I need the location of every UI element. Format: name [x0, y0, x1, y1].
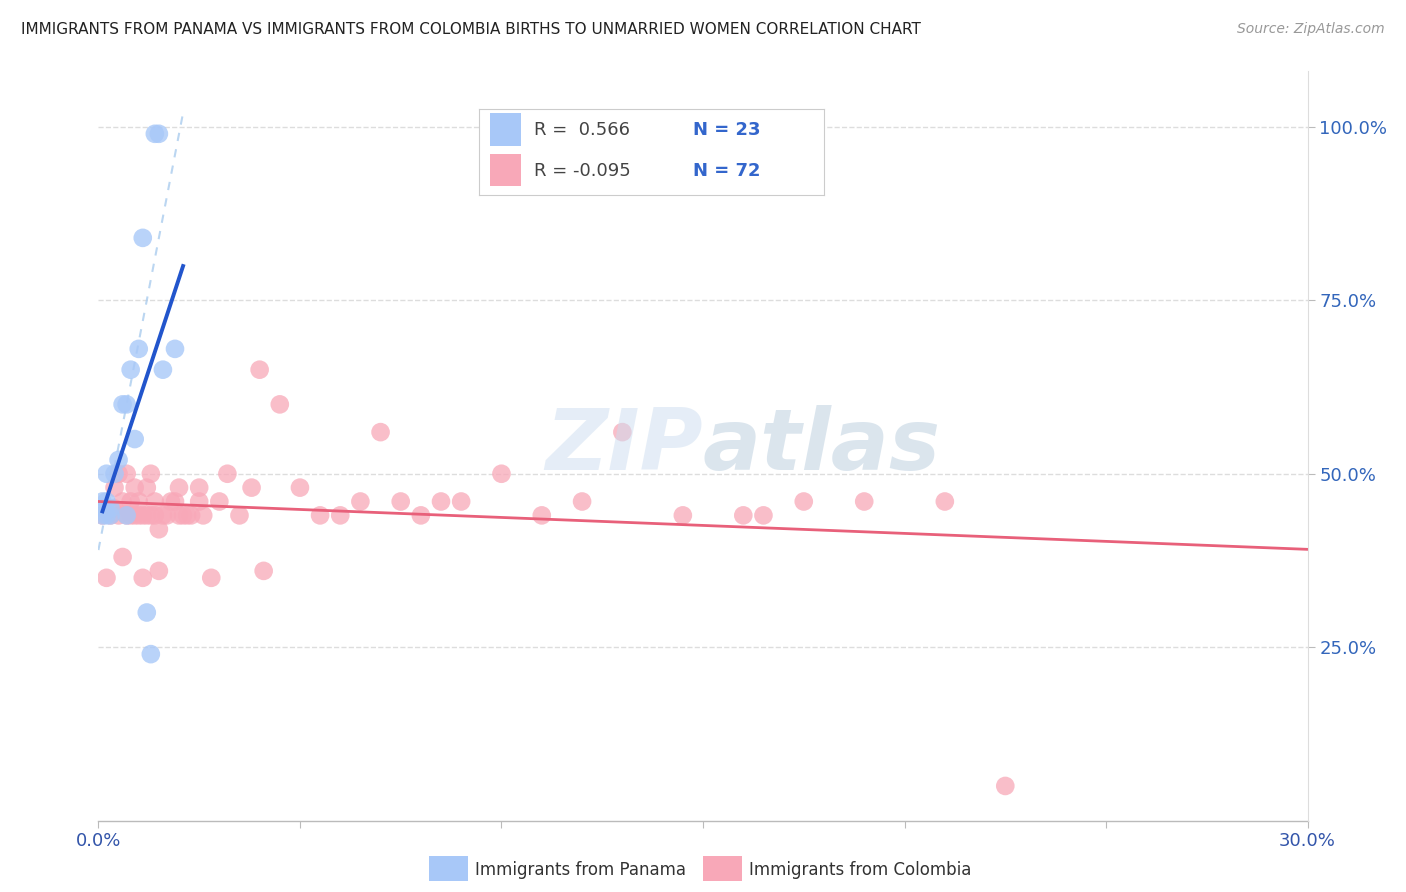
Point	[208, 494, 231, 508]
Point	[139, 647, 162, 661]
Point	[103, 501, 125, 516]
Point	[167, 508, 190, 523]
Point	[139, 467, 162, 481]
Point	[91, 508, 114, 523]
Point	[672, 508, 695, 523]
Point	[91, 501, 114, 516]
Point	[107, 453, 129, 467]
Point	[139, 508, 162, 523]
Point	[124, 432, 146, 446]
Point	[132, 508, 155, 523]
Point	[103, 481, 125, 495]
Point	[120, 362, 142, 376]
Point	[124, 508, 146, 523]
Point	[100, 501, 122, 516]
Point	[96, 571, 118, 585]
Point	[115, 397, 138, 411]
Point	[100, 508, 122, 523]
Point	[269, 397, 291, 411]
Point	[96, 494, 118, 508]
Point	[115, 508, 138, 523]
Point	[733, 508, 755, 523]
Point	[193, 508, 215, 523]
Point	[103, 467, 125, 481]
Point	[389, 494, 412, 508]
Point	[107, 508, 129, 523]
Point	[135, 508, 157, 523]
Point	[530, 508, 553, 523]
Point	[148, 127, 170, 141]
Point	[934, 494, 956, 508]
Point	[111, 494, 134, 508]
Point	[148, 522, 170, 536]
Point	[853, 494, 876, 508]
Point	[188, 481, 211, 495]
Point	[176, 508, 198, 523]
Point	[329, 508, 352, 523]
Point	[612, 425, 634, 439]
Point	[115, 467, 138, 481]
Y-axis label: Births to Unmarried Women: Births to Unmarried Women	[0, 330, 8, 562]
Point	[430, 494, 453, 508]
Point	[167, 481, 190, 495]
Point	[132, 231, 155, 245]
Point	[160, 494, 183, 508]
Point	[409, 508, 432, 523]
Point	[253, 564, 276, 578]
Point	[180, 508, 202, 523]
Point	[124, 481, 146, 495]
Point	[309, 508, 332, 523]
Point	[128, 342, 150, 356]
Point	[793, 494, 815, 508]
Point	[100, 508, 122, 523]
Point	[120, 494, 142, 508]
Point	[163, 342, 186, 356]
Point	[96, 467, 118, 481]
Point	[200, 571, 222, 585]
Point	[240, 481, 263, 495]
Point	[111, 397, 134, 411]
Point	[91, 494, 114, 508]
Point	[994, 779, 1017, 793]
Point	[148, 564, 170, 578]
Text: atlas: atlas	[703, 404, 941, 488]
Point	[120, 508, 142, 523]
Point	[249, 362, 271, 376]
Point	[128, 494, 150, 508]
Point	[370, 425, 392, 439]
Point	[571, 494, 593, 508]
Point	[135, 481, 157, 495]
Text: Source: ZipAtlas.com: Source: ZipAtlas.com	[1237, 22, 1385, 37]
Point	[752, 508, 775, 523]
Text: Immigrants from Colombia: Immigrants from Colombia	[749, 861, 972, 879]
Point	[152, 508, 174, 523]
Point	[172, 508, 194, 523]
Point	[115, 508, 138, 523]
Point	[491, 467, 513, 481]
Point	[143, 508, 166, 523]
Point	[91, 508, 114, 523]
Point	[349, 494, 371, 508]
Point	[228, 508, 250, 523]
Point	[450, 494, 472, 508]
Point	[143, 494, 166, 508]
Text: ZIP: ZIP	[546, 404, 703, 488]
Text: IMMIGRANTS FROM PANAMA VS IMMIGRANTS FROM COLOMBIA BIRTHS TO UNMARRIED WOMEN COR: IMMIGRANTS FROM PANAMA VS IMMIGRANTS FRO…	[21, 22, 921, 37]
Point	[217, 467, 239, 481]
Point	[143, 127, 166, 141]
Point	[288, 481, 311, 495]
Text: Immigrants from Panama: Immigrants from Panama	[475, 861, 686, 879]
Point	[128, 508, 150, 523]
Point	[107, 467, 129, 481]
Point	[96, 508, 118, 523]
Point	[163, 494, 186, 508]
Point	[135, 606, 157, 620]
Point	[132, 571, 155, 585]
Point	[111, 549, 134, 564]
Point	[152, 362, 174, 376]
Point	[156, 508, 179, 523]
Point	[188, 494, 211, 508]
